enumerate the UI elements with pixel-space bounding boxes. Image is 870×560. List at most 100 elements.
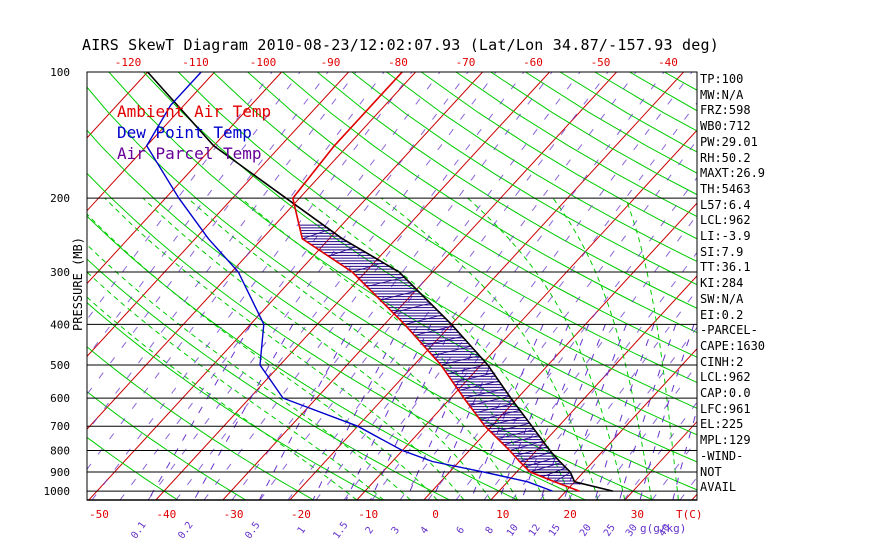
index-value: PW:29.01 (700, 134, 758, 149)
cape-hatch-line (524, 457, 557, 468)
dry-adiabat-line (87, 258, 450, 500)
index-value: LCL:962 (700, 213, 751, 228)
index-value: NOT (700, 464, 722, 479)
mixing-ratio-line (399, 101, 697, 500)
mixing-ratio-line (594, 324, 655, 500)
mixing-ratio-line (87, 72, 357, 433)
dry-adiabat-line (768, 72, 870, 500)
dry-adiabat-line (663, 72, 697, 91)
mixing-ratio-line (563, 324, 627, 500)
index-value: LFC:961 (700, 401, 751, 416)
bottom-temp-tick-label: -50 (89, 508, 109, 521)
mixing-ratio-label: 20 (578, 522, 594, 538)
index-value: TT:36.1 (700, 260, 751, 275)
mixing-ratio-line (91, 72, 413, 500)
mixing-ratio-line (258, 324, 353, 500)
mixing-ratio-label: 1.5 (331, 520, 350, 541)
cape-hatch-line (392, 302, 431, 313)
mixing-ratio-line (259, 72, 581, 500)
moist-adiabat-line (625, 198, 679, 500)
cape-hatch-line (404, 314, 443, 325)
mixing-ratio-line (672, 407, 697, 500)
cape-hatch-line (380, 290, 418, 301)
mixing-ratio-line (203, 72, 525, 500)
cape-hatch-line (366, 276, 405, 287)
dry-adiabat-line (455, 72, 697, 218)
dry-adiabat-line (386, 72, 697, 263)
pressure-tick-label: 900 (50, 466, 70, 479)
index-value: L57:6.4 (700, 197, 751, 212)
mixing-ratio-label: 10 (505, 522, 521, 538)
bottom-temp-tick-label: -20 (291, 508, 311, 521)
isotherm-line (759, 72, 870, 500)
cape-hatch-line (491, 422, 530, 433)
dewpoint-temp-curve (145, 72, 553, 492)
mixing-ratio-label: 1 (296, 525, 308, 536)
mixing-ratio-label: 0.2 (176, 520, 195, 541)
top-temp-tick-label: -90 (321, 56, 341, 69)
mixing-ratio-line (175, 72, 497, 500)
isotherm-line (289, 72, 684, 500)
mixing-ratio-line (498, 324, 569, 500)
mixing-ratio-line (470, 324, 544, 500)
moist-adiabat-line (187, 197, 519, 500)
index-value: MW:N/A (700, 87, 744, 102)
dry-adiabat-line (87, 172, 586, 500)
mixing-ratio-label: 2 (364, 525, 376, 536)
mixing-ratio-label: 15 (547, 522, 563, 538)
cape-hatch-line (463, 388, 505, 399)
pressure-tick-label: 800 (50, 445, 70, 458)
dry-adiabat-line (108, 72, 697, 463)
index-value: CAP:0.0 (700, 386, 751, 400)
cape-hatch-line (440, 355, 480, 366)
mixing-ratio-label: 25 (602, 522, 618, 538)
cape-hatch-line (474, 402, 515, 414)
cape-hatch-line (432, 345, 472, 357)
index-value: RH:50.2 (700, 150, 751, 165)
mixing-ratio-axis-label: g(g/kg) (640, 522, 686, 535)
isotherm-line (490, 275, 697, 500)
dry-adiabat-line (212, 72, 697, 384)
bottom-temp-tick-label: 20 (563, 508, 576, 521)
index-value: LCL:962 (700, 370, 751, 385)
cape-hatch-line (497, 429, 535, 440)
mixing-ratio-label: 0.5 (243, 520, 262, 541)
isotherm-line (0, 72, 81, 500)
cape-hatch-line (479, 409, 521, 420)
legend-entry: Dew Point Temp (117, 123, 252, 142)
mixing-ratio-line (455, 176, 697, 500)
top-temp-tick-label: -100 (250, 56, 277, 69)
isotherm-line (826, 72, 870, 500)
moist-adiabat-line (87, 213, 438, 500)
pressure-axis-label: PRESSURE (MB) (71, 237, 85, 331)
pressure-tick-label: 300 (50, 266, 70, 279)
bottom-temp-tick-label: 0 (432, 508, 439, 521)
mixing-ratio-line (639, 324, 695, 500)
top-temp-tick-label: -50 (591, 56, 611, 69)
mixing-ratio-line (345, 324, 432, 500)
legend-entry: Ambient Air Temp (117, 102, 271, 121)
cape-hatch-line (554, 472, 571, 483)
moist-adiabat-line (87, 244, 411, 500)
index-value: FRZ:598 (700, 103, 751, 118)
bottom-temp-tick-label: -10 (358, 508, 378, 521)
pressure-tick-label: 100 (50, 66, 70, 79)
mixing-ratio-line (427, 139, 697, 500)
mixing-ratio-label: 30 (624, 522, 640, 538)
pressure-tick-label: 400 (50, 318, 70, 331)
mixing-ratio-line (540, 324, 606, 500)
mixing-ratio-label: 4 (419, 525, 431, 536)
moist-adiabat-line (381, 197, 599, 500)
mixing-ratio-line (405, 324, 486, 500)
mixing-ratio-line (87, 72, 385, 471)
top-temp-tick-label: -80 (388, 56, 408, 69)
mixing-ratio-line (147, 72, 469, 500)
moist-adiabat-line (240, 197, 545, 500)
pressure-tick-label: 600 (50, 392, 70, 405)
index-value: -WIND- (700, 448, 744, 463)
mixing-ratio-line (312, 324, 402, 500)
mixing-ratio-line (87, 72, 273, 321)
moist-adiabat-line (467, 197, 626, 500)
dry-adiabat-line (87, 129, 654, 500)
mixing-ratio-label: 0.1 (129, 520, 148, 541)
